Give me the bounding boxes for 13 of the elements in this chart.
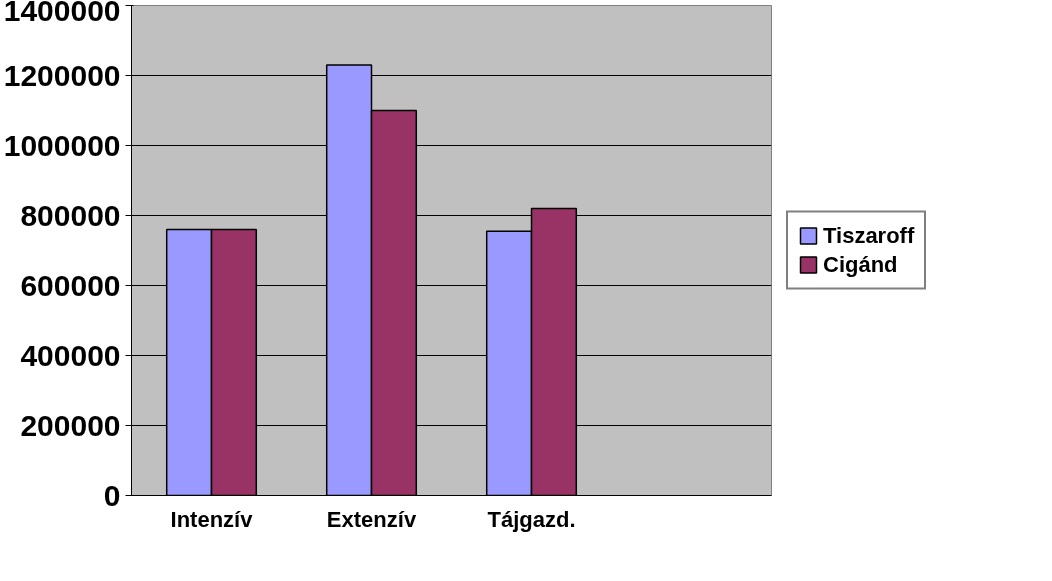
y-tick-label: 1000000: [3, 128, 121, 162]
y-tick-label: 400000: [20, 338, 121, 372]
legend-label: Tiszaroff: [823, 222, 915, 249]
y-tick-label: 1400000: [3, 0, 121, 27]
y-tick-label: 200000: [20, 408, 121, 442]
x-tick-label: Extenzív: [326, 506, 417, 532]
y-tick-label: 800000: [20, 198, 121, 232]
y-tick-label: 600000: [20, 268, 121, 302]
x-tick-label: Tájgazd.: [487, 506, 576, 532]
y-tick-label: 0: [103, 478, 121, 512]
y-tick-label: 1200000: [3, 58, 121, 92]
legend-label: Cigánd: [823, 251, 898, 278]
x-tick-label: Intenzív: [170, 506, 254, 532]
